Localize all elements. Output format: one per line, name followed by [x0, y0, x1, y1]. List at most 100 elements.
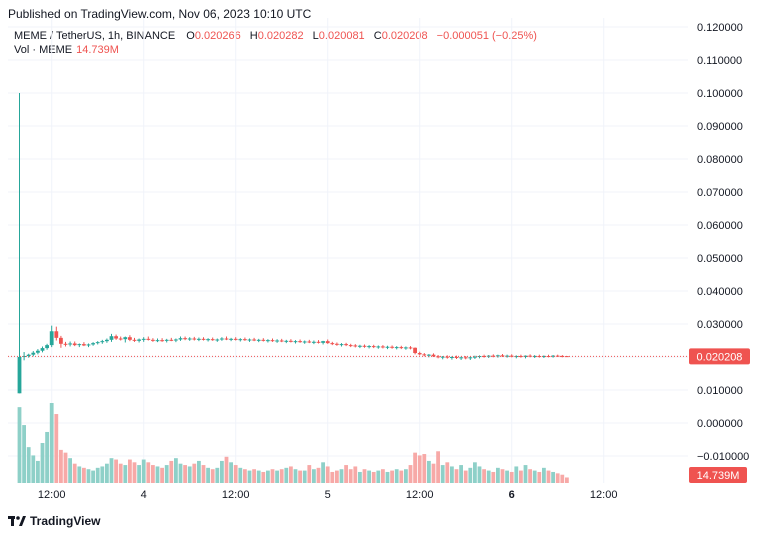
x-tick-label: 4: [141, 489, 147, 501]
volume-bar: [325, 466, 330, 483]
candle-body: [473, 356, 477, 358]
volume-legend: Vol · MEME 14.739M: [14, 44, 119, 56]
volume-bar: [390, 470, 394, 483]
candle-body: [284, 340, 289, 342]
x-tick-label: 12:00: [38, 489, 66, 501]
volume-bar: [22, 425, 26, 483]
volume-bar: [376, 470, 381, 483]
volume-bar: [275, 470, 279, 483]
volume-bar: [537, 471, 542, 483]
volume-bar: [238, 467, 243, 483]
x-tick-label: 12:00: [590, 489, 618, 501]
volume-bar: [266, 470, 270, 483]
candle-body: [514, 356, 519, 358]
volume-bar: [491, 471, 496, 483]
volume-bar: [330, 471, 335, 483]
candle-body: [164, 339, 169, 341]
candle-body: [91, 343, 95, 345]
close-label: C: [373, 30, 382, 42]
candle-body: [68, 343, 72, 345]
candle-body: [229, 338, 233, 340]
candle-body: [146, 338, 151, 340]
candle-body: [427, 354, 431, 356]
candle-body: [128, 337, 132, 340]
volume-bar: [339, 469, 344, 483]
candle-body: [243, 339, 247, 341]
high-label: H: [249, 30, 258, 42]
candle-body: [132, 339, 137, 341]
volume-bar: [528, 469, 532, 483]
volume-bar: [316, 467, 321, 483]
tradingview-logo-icon: [8, 516, 26, 526]
candle-body: [187, 338, 192, 340]
candle-body: [394, 347, 399, 349]
volume-bar: [381, 469, 385, 483]
candle-body: [155, 340, 160, 342]
candle-body: [174, 339, 178, 341]
candle-body: [118, 338, 123, 340]
candle-body: [59, 337, 63, 344]
volume-bar: [155, 466, 160, 483]
y-tick-label: 0.120000: [697, 22, 743, 34]
candle-body: [105, 339, 109, 342]
candle-body: [431, 354, 436, 357]
x-tick-label: 6: [509, 489, 515, 501]
candle-body: [109, 336, 114, 340]
candle-body: [321, 341, 325, 343]
volume-bar: [118, 463, 123, 483]
candle-body: [491, 355, 496, 357]
y-tick-label: 0.000000: [697, 418, 743, 430]
volume-value: 14.739M: [76, 44, 119, 56]
y-tick-label: −0.010000: [697, 451, 749, 463]
volume-bar: [183, 465, 187, 483]
high-value: 0.020282: [257, 30, 304, 42]
volume-bar: [468, 467, 473, 483]
symbol-name[interactable]: MEME / TetherUS, 1h, BINANCE: [14, 30, 176, 42]
low-label: L: [312, 30, 319, 42]
candle-body: [560, 356, 565, 358]
candle-body: [390, 346, 394, 348]
candle-body: [151, 339, 155, 341]
published-header: Published on TradingView.com, Nov 06, 20…: [8, 7, 312, 21]
y-tick-label: 0.050000: [697, 253, 743, 265]
volume-bar: [224, 456, 229, 483]
candle-body: [325, 341, 330, 344]
volume-bar: [284, 467, 289, 483]
candle-body: [445, 356, 450, 358]
candle-body: [330, 343, 335, 345]
candle-body: [279, 340, 284, 342]
candle-body: [40, 348, 45, 351]
candle-body: [482, 356, 486, 358]
x-tick-label: 12:00: [406, 489, 434, 501]
volume-bar: [335, 470, 339, 483]
volume-bar: [256, 470, 261, 483]
volume-bar: [178, 463, 183, 483]
candle-body: [399, 347, 404, 349]
volume-bar: [109, 458, 114, 483]
close-value: 0.020208: [381, 30, 428, 42]
volume-bar: [132, 462, 137, 483]
y-tick-label: 0.030000: [697, 319, 743, 331]
volume-bar: [146, 462, 151, 483]
open-value: 0.020266: [194, 30, 241, 42]
volume-bar: [293, 469, 298, 483]
volume-bar: [519, 470, 523, 483]
volume-bar: [252, 469, 256, 483]
candle-body: [82, 344, 86, 346]
volume-bar: [247, 470, 252, 483]
volume-bar: [454, 469, 459, 483]
candle-body: [385, 346, 390, 348]
volume-bar: [560, 474, 565, 483]
volume-bar: [31, 455, 36, 483]
volume-bar: [160, 467, 164, 483]
volume-label[interactable]: Vol · MEME: [14, 44, 73, 56]
volume-bar: [486, 470, 491, 483]
candle-body: [408, 347, 413, 349]
candle-body: [114, 336, 118, 339]
candle-body: [404, 347, 408, 349]
candle-body: [201, 338, 206, 340]
volume-bar: [128, 459, 132, 483]
tradingview-brand[interactable]: TradingView: [8, 514, 100, 528]
volume-bar: [514, 466, 519, 483]
